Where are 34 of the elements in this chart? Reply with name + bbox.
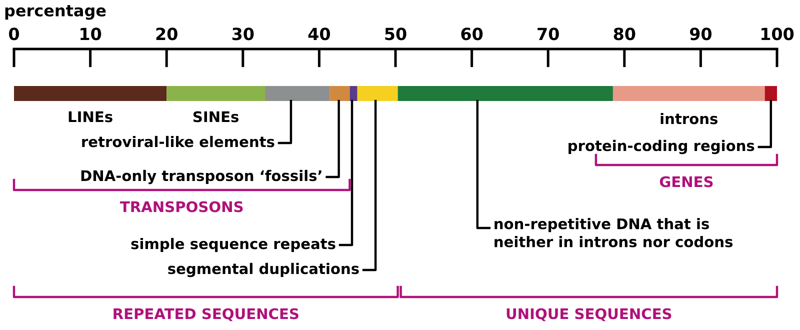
bar [357,86,398,101]
x-tick-label: 20 [156,28,178,40]
bar [612,86,765,101]
text: protein-coding regions [568,140,754,154]
text: DNA-only transposon ‘fossils’ [81,170,322,184]
text: non-repetitive DNA that is neither in introns nor codons [494,218,733,248]
series-label: introns [660,112,718,124]
bar [14,86,167,101]
text: REPEATED SEQUENCES [114,308,298,322]
text: UNIQUE SEQUENCES [506,308,672,322]
series-label: LINEs [68,111,112,122]
bar [398,86,613,101]
x-tick-label: 30 [232,28,254,40]
bar [265,86,330,101]
text: retroviral-like elements [82,136,274,148]
series-label: SINEs [193,111,239,122]
x-tick-label: 0 [9,28,19,40]
x-tick-label: 80 [614,28,636,40]
x-tick-label: 100 [761,28,794,40]
text: simple sequence repeats [131,238,336,252]
x-tick-label: 60 [461,28,483,40]
x-tick-label: 50 [385,28,406,40]
x-tick-label: 10 [80,28,102,40]
x-tick-label: 70 [538,28,559,40]
bar [166,86,266,101]
bar [330,86,350,101]
text: TRANSPOSONS [120,201,243,212]
text: GENES [660,176,713,188]
text: segmental duplications [168,262,359,278]
bar [764,86,777,101]
x-axis-title: percentage [5,5,106,20]
x-tick-label: 40 [308,28,330,40]
bar [350,86,358,101]
x-tick-label: 90 [690,28,712,40]
